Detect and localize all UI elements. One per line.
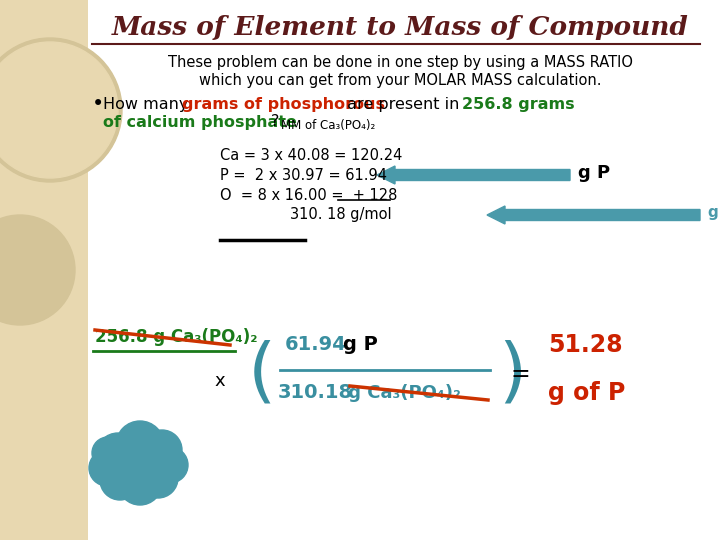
Text: 256.8 grams: 256.8 grams (462, 97, 575, 111)
Text: These problem can be done in one step by using a MASS RATIO: These problem can be done in one step by… (168, 56, 632, 71)
Text: 310. 18 g/mol: 310. 18 g/mol (290, 207, 392, 222)
Text: •: • (92, 94, 104, 114)
Circle shape (0, 42, 118, 178)
Circle shape (92, 437, 124, 469)
FancyArrow shape (487, 206, 700, 224)
Circle shape (0, 215, 75, 325)
Circle shape (89, 450, 125, 486)
Text: ): ) (498, 340, 526, 408)
Text: O  = 8 x 16.00 =  + 128: O = 8 x 16.00 = + 128 (220, 187, 397, 202)
Text: P =  2 x 30.97 = 61.94: P = 2 x 30.97 = 61.94 (220, 167, 387, 183)
Text: Mass of Element to Mass of Compound: Mass of Element to Mass of Compound (112, 16, 688, 40)
Circle shape (118, 461, 162, 505)
Circle shape (96, 433, 140, 477)
Text: How many: How many (103, 97, 194, 111)
Text: are present in: are present in (342, 97, 464, 111)
Text: ?: ? (271, 114, 279, 130)
Text: 256.8 g Ca₃(PO₄)₂: 256.8 g Ca₃(PO₄)₂ (95, 328, 258, 346)
Text: MM of Ca₃(PO₄)₂: MM of Ca₃(PO₄)₂ (281, 119, 375, 132)
Text: g Ca₃(PO₄)₂: g Ca₃(PO₄)₂ (342, 384, 461, 402)
Text: g P: g P (343, 335, 378, 354)
FancyArrow shape (377, 166, 570, 184)
Circle shape (142, 430, 182, 470)
Text: 310.18: 310.18 (278, 383, 353, 402)
Text: x: x (215, 372, 225, 390)
Text: which you can get from your MOLAR MASS calculation.: which you can get from your MOLAR MASS c… (199, 72, 601, 87)
Circle shape (116, 421, 164, 469)
Circle shape (0, 38, 122, 182)
Text: grams of phosphorous: grams of phosphorous (182, 97, 385, 111)
Text: 61.94: 61.94 (285, 335, 347, 354)
Text: g of P: g of P (548, 381, 626, 405)
Text: 51.28: 51.28 (548, 333, 623, 357)
Bar (0, 0, 88, 540)
Text: of calcium phosphate: of calcium phosphate (103, 114, 297, 130)
Text: =: = (510, 362, 530, 386)
Circle shape (152, 447, 188, 483)
Circle shape (138, 458, 178, 498)
Circle shape (100, 460, 140, 500)
Text: (: ( (248, 340, 276, 408)
Text: g P: g P (578, 164, 610, 182)
Text: Ca = 3 x 40.08 = 120.24: Ca = 3 x 40.08 = 120.24 (220, 147, 402, 163)
Text: g Ca₃(PO₄)₂: g Ca₃(PO₄)₂ (708, 205, 720, 219)
